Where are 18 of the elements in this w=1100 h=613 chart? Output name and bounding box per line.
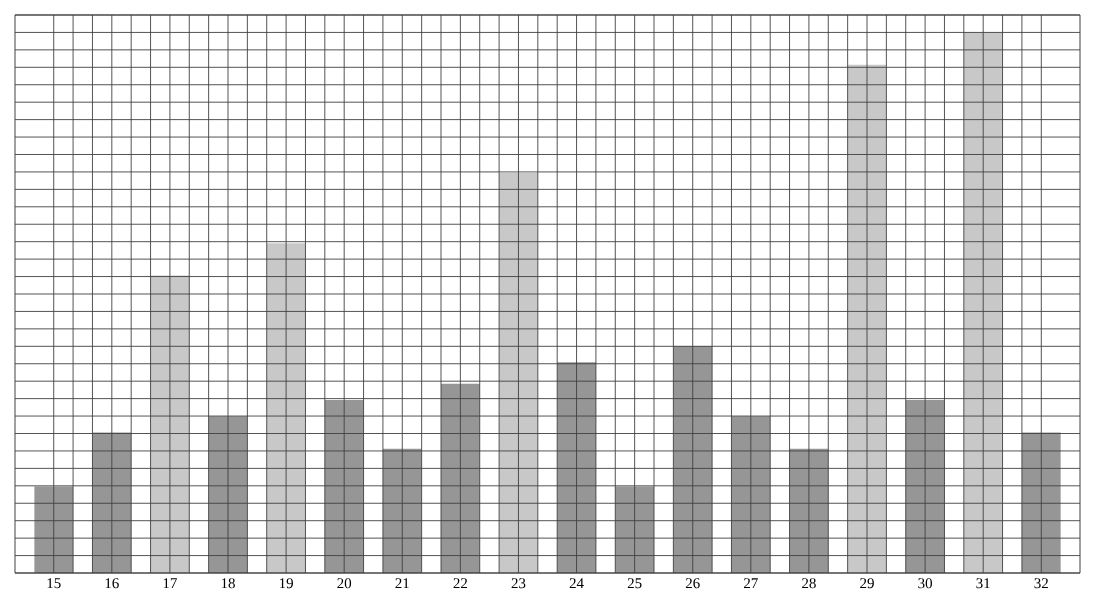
x-tick-label: 32 <box>1034 578 1048 589</box>
x-tick-label: 29 <box>860 578 874 589</box>
x-tick-label: 23 <box>511 578 526 589</box>
x-tick-label: 25 <box>627 578 642 589</box>
x-tick-label: 24 <box>569 578 584 589</box>
x-tick-label: 27 <box>744 578 758 589</box>
x-tick-label: 17 <box>163 578 177 589</box>
x-tick-label: 15 <box>47 578 61 589</box>
x-tick-label: 28 <box>802 578 816 589</box>
x-tick-label: 16 <box>105 578 119 589</box>
x-tick-label: 18 <box>221 578 235 589</box>
x-tick-label: 20 <box>337 578 352 589</box>
x-tick-label: 21 <box>395 578 409 589</box>
x-tick-label: 22 <box>453 578 468 589</box>
x-tick-label: 26 <box>685 578 700 589</box>
x-tick-label: 31 <box>976 578 990 589</box>
x-tick-label: 30 <box>918 578 932 589</box>
x-tick-label: 19 <box>279 578 293 589</box>
